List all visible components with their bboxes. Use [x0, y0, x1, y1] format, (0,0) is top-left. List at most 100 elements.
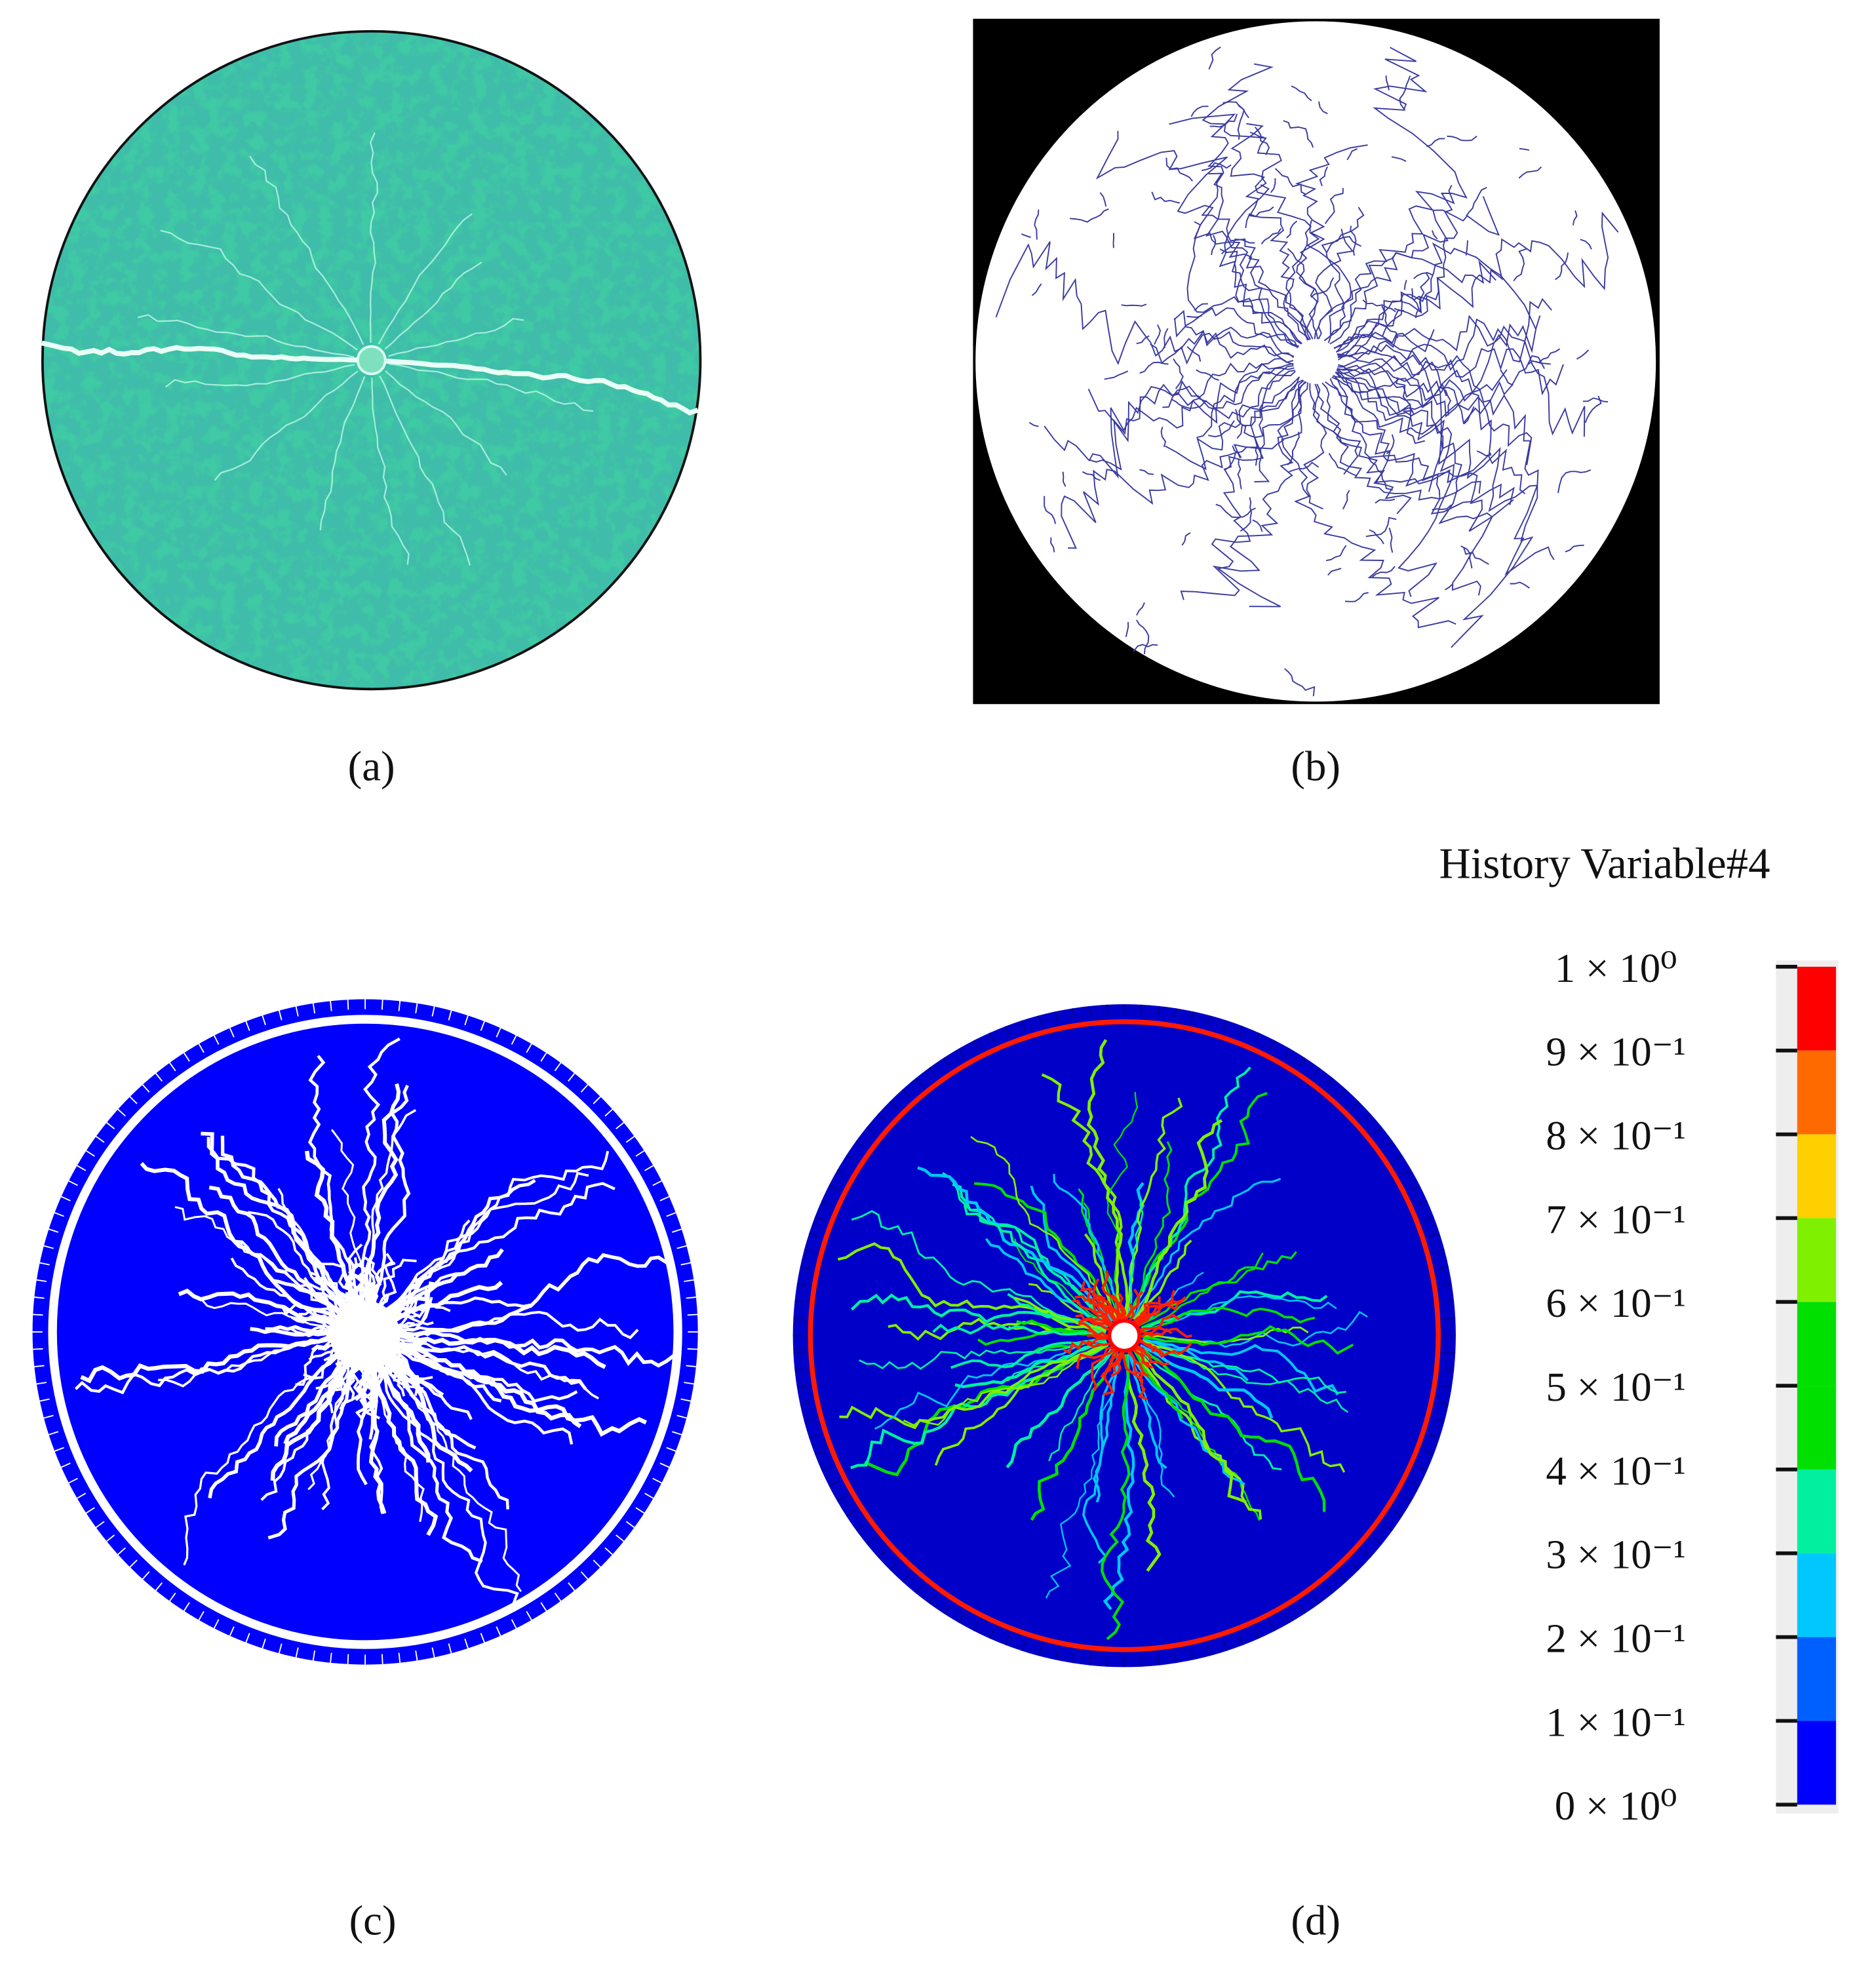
crack: [1143, 1325, 1354, 1355]
crack-trace: [1082, 471, 1101, 481]
element-edge: [169, 1592, 176, 1602]
crack-map: [975, 21, 1656, 702]
element-edge: [804, 1418, 814, 1422]
crack-trace: [1221, 239, 1255, 255]
crack: [859, 1337, 1106, 1370]
element-edge: [1021, 1020, 1026, 1030]
crack-trace: [1186, 315, 1202, 319]
element-edge: [142, 1571, 150, 1580]
crack-trace: [1326, 235, 1362, 253]
crack-trace: [1196, 369, 1219, 381]
element-edge: [836, 1169, 847, 1176]
crack: [389, 1336, 600, 1400]
element-edge: [877, 1550, 886, 1558]
crack-trace: [1345, 592, 1369, 602]
crack-trace: [1337, 364, 1533, 465]
crack-trace: [1510, 581, 1530, 589]
crack: [1101, 1354, 1131, 1641]
element-edge: [330, 1652, 332, 1663]
element-edge: [1239, 1026, 1244, 1036]
crack: [963, 1205, 1109, 1327]
element-edge: [814, 1216, 825, 1221]
crack: [321, 1355, 359, 1511]
colorbar-segment: [1797, 1302, 1836, 1386]
element-edge: [672, 1431, 682, 1435]
colorbar-segment: [1797, 966, 1836, 1051]
crack: [388, 362, 594, 412]
panel-label: (d): [1291, 1898, 1340, 1945]
crack-trace: [1555, 252, 1569, 281]
element-edge: [635, 1150, 645, 1157]
element-edge: [54, 1212, 64, 1217]
element-edge: [183, 1602, 190, 1612]
crack: [1075, 1314, 1114, 1331]
crack: [1118, 1293, 1127, 1324]
crack-trace: [1121, 303, 1147, 307]
tick-label: 9 × 10⁻¹: [1546, 1029, 1686, 1075]
element-edge: [1239, 1635, 1244, 1646]
element-edge: [794, 1369, 805, 1371]
element-edge: [33, 1314, 43, 1316]
element-edge: [262, 1015, 266, 1026]
crack-trace: [1224, 453, 1236, 471]
crack: [1091, 1342, 1116, 1392]
crack-trace: [1281, 380, 1456, 629]
crack-trace: [1335, 372, 1426, 444]
element-edge: [198, 1043, 205, 1053]
crack: [249, 155, 364, 345]
tick-label: 1 × 10⁻¹: [1546, 1699, 1686, 1745]
crack-trace: [1324, 187, 1344, 224]
crack-trace: [1513, 248, 1528, 282]
crack-trace: [1061, 379, 1304, 549]
element-edge: [1339, 1574, 1347, 1583]
crack: [319, 376, 366, 531]
element-edge: [245, 1633, 250, 1643]
element-edge: [95, 1521, 105, 1529]
element-edge: [644, 1492, 654, 1499]
element-edge: [1373, 1537, 1382, 1545]
crack: [274, 1350, 352, 1447]
element-edge: [1141, 1004, 1143, 1015]
tick-label: 2 × 10⁻¹: [1546, 1615, 1686, 1661]
element-edge: [554, 1062, 562, 1072]
element-edge: [155, 1073, 163, 1082]
element-edge: [889, 1101, 898, 1109]
element-edge: [580, 1084, 589, 1093]
crack-trace: [1314, 228, 1354, 340]
colorbar-segment: [1797, 1469, 1836, 1553]
element-edge: [1207, 1646, 1211, 1656]
crack: [1076, 1344, 1118, 1369]
crack-trace: [1163, 328, 1169, 349]
element-edge: [106, 1534, 115, 1542]
crack-trace: [1565, 544, 1584, 553]
crack-trace: [1403, 279, 1407, 290]
element-edge: [568, 1073, 576, 1082]
crack-trace: [1327, 568, 1342, 576]
element-edge: [809, 1232, 819, 1238]
element-edge: [1055, 1011, 1059, 1022]
element-edge: [1174, 1652, 1177, 1664]
element-edge: [1106, 1656, 1108, 1667]
crack-trace: [1232, 445, 1242, 459]
element-edge: [229, 1028, 235, 1038]
crack: [1135, 1348, 1247, 1504]
crack-trace: [1252, 519, 1263, 532]
crack: [1110, 1347, 1125, 1378]
crack-trace: [1226, 184, 1310, 341]
element-edge: [1157, 1005, 1160, 1017]
element-edge: [1351, 1101, 1359, 1109]
crack: [1123, 1288, 1140, 1324]
element-edge: [1174, 1008, 1177, 1019]
crack-trace: [1318, 101, 1328, 115]
element-edge: [958, 1613, 964, 1624]
element-edge: [347, 1654, 349, 1664]
panel-label: (c): [349, 1898, 397, 1945]
crack-trace: [1584, 395, 1602, 423]
crack-trace: [1350, 225, 1357, 256]
crack: [1141, 1341, 1346, 1394]
damage-zone: [330, 1300, 401, 1371]
element-edge: [1005, 1635, 1010, 1646]
tick-label: 8 × 10⁻¹: [1546, 1112, 1686, 1158]
crack-trace: [1328, 453, 1357, 477]
crack-trace: [1411, 288, 1420, 319]
